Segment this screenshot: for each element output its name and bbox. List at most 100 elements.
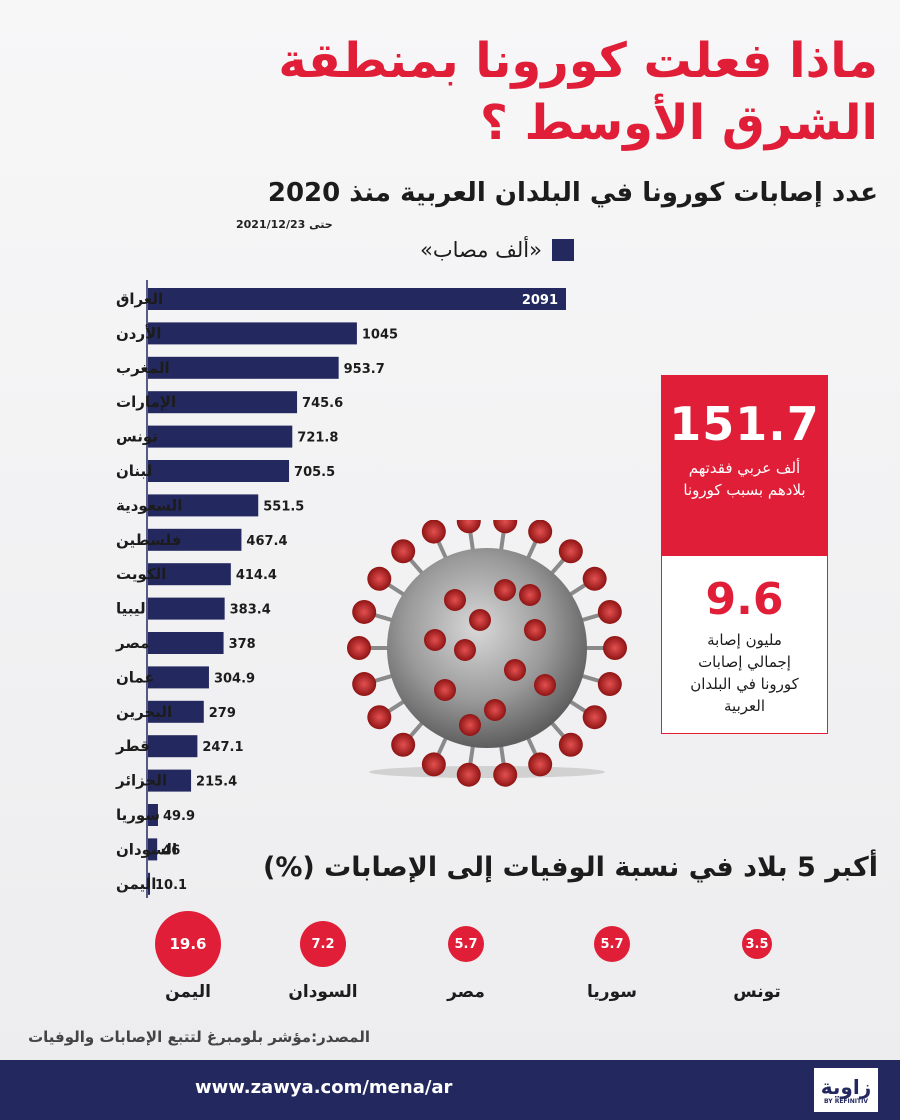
virus-spike <box>603 636 627 660</box>
category-label: سوريا <box>116 806 160 824</box>
virus-spike <box>421 520 446 544</box>
footer-bar: www.zawya.com/mena/ar زاوية BY REFINITIV <box>0 1060 900 1120</box>
virus-surface-spike <box>484 699 506 721</box>
value-label: 279 <box>209 706 236 721</box>
category-label: فلسطين <box>116 531 181 549</box>
bar-3 <box>148 391 298 414</box>
death-rate-country: تونس <box>733 982 781 1002</box>
category-label: ليبيا <box>116 600 146 618</box>
source-note: المصدر:مؤشر بلومبرغ لتتبع الإصابات والوف… <box>28 1028 370 1046</box>
zawya-logo: زاوية BY REFINITIV <box>814 1068 878 1112</box>
bar-9 <box>148 597 225 620</box>
bar-1 <box>148 322 357 345</box>
category-label: اليمن <box>116 875 156 893</box>
chart-subtitle: عدد إصابات كورونا في البلدان العربية منذ… <box>267 178 878 208</box>
category-label: قطر <box>115 737 150 755</box>
cases-bar-chart: العراق 2091 الأردن 1045 المغرب 953.7 الإمارات 7… <box>115 280 566 898</box>
death-rate-country: سوريا <box>587 982 637 1002</box>
coronavirus-illustration <box>347 520 627 787</box>
bar-7 <box>148 528 242 551</box>
virus-spike <box>528 520 553 544</box>
bar-5 <box>148 460 290 482</box>
bar-12 <box>148 700 204 723</box>
virus-spike <box>493 762 518 787</box>
value-label: 378 <box>229 637 256 652</box>
total-cases-value: 9.6 <box>705 574 784 625</box>
virus-spike <box>367 566 392 591</box>
bar-4 <box>148 425 293 448</box>
value-label: 49.9 <box>163 809 195 824</box>
legend-label: «ألف مصاب» <box>420 238 542 262</box>
value-label: 247.1 <box>202 740 243 755</box>
death-rate-item: 19.6 اليمن <box>128 911 248 1002</box>
category-label: العراق <box>116 290 163 308</box>
virus-spike <box>367 705 392 730</box>
death-rate-country: السودان <box>288 982 358 1002</box>
death-rate-circle: 3.5 <box>742 929 772 959</box>
value-label: 1045 <box>362 327 398 342</box>
virus-surface-spike <box>459 714 481 736</box>
death-rate-circle: 19.6 <box>155 911 221 977</box>
value-label: 215.4 <box>196 775 237 790</box>
virus-spike <box>528 752 553 777</box>
death-rate-item: 5.7 مصر <box>406 926 526 1002</box>
deaths-caption: ألف عربي فقدتهم بلادهم بسبب كورونا <box>683 459 806 499</box>
category-label: السعودية <box>116 496 182 514</box>
virus-surface-spike <box>469 609 491 631</box>
virus-spike <box>456 762 481 787</box>
deaths-value: 151.7 <box>669 397 820 451</box>
value-label: 383.4 <box>230 603 271 618</box>
virus-spike <box>582 705 607 730</box>
category-label: السودان <box>116 840 177 858</box>
category-label: البحرين <box>116 703 172 721</box>
virus-spike <box>493 520 518 534</box>
death-rate-country: مصر <box>447 982 485 1002</box>
footer-url-link[interactable]: www.zawya.com/mena/ar <box>195 1077 453 1098</box>
death-rate-section-title: أكبر 5 بلاد في نسبة الوفيات إلى الإصابات… <box>262 852 878 883</box>
bar-0 <box>148 288 566 310</box>
chart-legend: «ألف مصاب» <box>420 238 574 262</box>
death-rate-circle: 5.7 <box>448 926 484 962</box>
bar-11 <box>148 666 209 689</box>
death-rate-circle: 7.2 <box>300 921 346 967</box>
virus-surface-spike <box>494 579 516 601</box>
bar-16 <box>148 838 158 861</box>
bar-17 <box>148 872 151 895</box>
virus-spike <box>421 752 446 777</box>
virus-spike <box>558 539 583 564</box>
category-label: عمان <box>116 668 155 686</box>
death-rate-item: 7.2 السودان <box>263 921 383 1002</box>
value-label: 2091 <box>522 293 558 308</box>
virus-spike <box>352 599 377 624</box>
virus-spike <box>456 520 481 534</box>
bar-6 <box>148 494 259 517</box>
virus-spike <box>558 732 583 757</box>
category-label: المغرب <box>116 359 170 377</box>
date-note: حتى 2021/12/23 <box>236 218 333 231</box>
category-label: الجزائر <box>115 772 167 790</box>
virus-spike <box>597 599 622 624</box>
death-rate-item: 3.5 تونس <box>697 929 817 1002</box>
value-label: 953.7 <box>344 362 385 377</box>
value-label: 467.4 <box>246 534 287 549</box>
total-cases-highlight-box: 9.6 مليون إصابة إجمالي إصابات كورونا في … <box>661 555 828 734</box>
value-label: 414.4 <box>236 568 277 583</box>
virus-spike <box>347 636 371 660</box>
virus-spike <box>352 672 377 697</box>
virus-surface-spike <box>524 619 546 641</box>
logo-subtext: BY REFINITIV <box>824 1097 868 1105</box>
category-label: الأردن <box>116 324 161 342</box>
virus-surface-spike <box>534 674 556 696</box>
bar-15 <box>148 804 158 826</box>
death-rate-item: 5.7 سوريا <box>552 926 672 1002</box>
category-label: الإمارات <box>116 393 176 411</box>
virus-surface-spike <box>454 639 476 661</box>
virus-spike <box>391 732 416 757</box>
virus-surface-spike <box>444 589 466 611</box>
virus-spike <box>582 566 607 591</box>
legend-swatch <box>551 239 574 261</box>
bar-8 <box>148 563 231 586</box>
deaths-highlight-box: 151.7 ألف عربي فقدتهم بلادهم بسبب كورونا <box>661 375 828 555</box>
value-label: 46 <box>162 843 180 858</box>
value-label: 10.1 <box>155 878 187 893</box>
